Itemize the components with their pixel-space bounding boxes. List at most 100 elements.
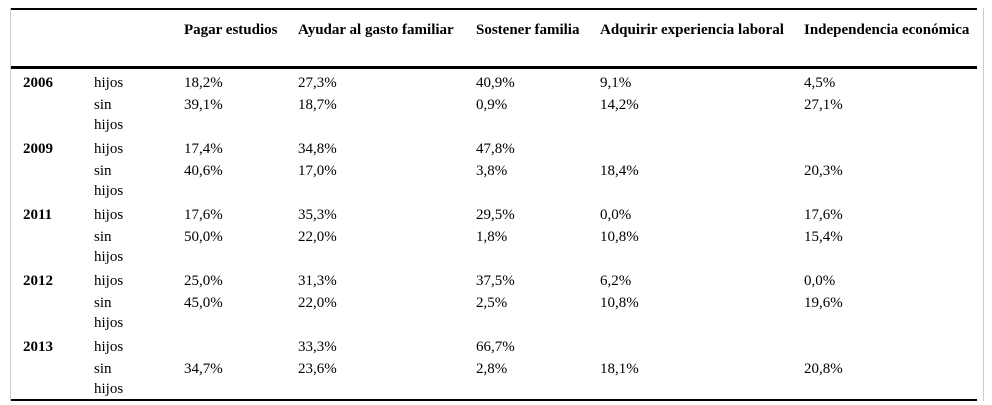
value-cell: 3,8% (476, 163, 508, 179)
value-cell: 0,0% (804, 273, 836, 289)
value-cell: 17,4% (184, 141, 223, 157)
value-cell: 40,9% (476, 75, 515, 91)
value-cell: 37,5% (476, 273, 515, 289)
row-label: sin hijos (94, 229, 124, 265)
table-row-2006-sin-hijos: sin hijos 39,1% 18,7% 0,9% 14,2% 27,1% (11, 93, 977, 135)
value-cell: 23,6% (298, 361, 337, 377)
value-cell: 35,3% (298, 207, 337, 223)
table-row-2011-hijos: 2011 hijos 17,6% 35,3% 29,5% 0,0% 17,6% (11, 201, 977, 225)
value-cell: 9,1% (600, 75, 632, 91)
col-header-pagar-estudios: Pagar estudios (184, 22, 278, 38)
value-cell: 31,3% (298, 273, 337, 289)
col-header-group (82, 9, 172, 68)
year-cell: 2009 (23, 141, 53, 157)
year-cell: 2006 (23, 75, 53, 91)
row-label: hijos (94, 141, 124, 157)
value-cell (792, 333, 977, 357)
table-row-2006-hijos: 2006 hijos 18,2% 27,3% 40,9% 9,1% 4,5% (11, 68, 977, 94)
row-label: hijos (94, 75, 124, 91)
row-label: hijos (94, 339, 124, 355)
value-cell: 0,0% (600, 207, 632, 223)
value-cell: 18,1% (600, 361, 639, 377)
value-cell: 17,0% (298, 163, 337, 179)
row-label: hijos (94, 273, 124, 289)
motivations-table: Pagar estudios Ayudar al gasto familiar … (11, 8, 977, 401)
value-cell: 45,0% (184, 295, 223, 311)
table-row-2011-sin-hijos: sin hijos 50,0% 22,0% 1,8% 10,8% 15,4% (11, 225, 977, 267)
year-cell (11, 93, 82, 135)
value-cell: 19,6% (804, 295, 843, 311)
value-cell: 22,0% (298, 229, 337, 245)
table-body: 2006 hijos 18,2% 27,3% 40,9% 9,1% 4,5% s… (11, 68, 977, 401)
row-label-cell: sin hijos (82, 357, 172, 400)
value-cell: 47,8% (476, 141, 515, 157)
value-cell: 14,2% (600, 97, 639, 113)
value-cell: 29,5% (476, 207, 515, 223)
value-cell (172, 333, 286, 357)
value-cell: 33,3% (298, 339, 337, 355)
value-cell: 18,2% (184, 75, 223, 91)
row-label-cell: hijos (82, 201, 172, 225)
year-cell: 2012 (23, 273, 53, 289)
col-header-independencia-economica: Independencia económica (804, 22, 970, 38)
value-cell: 18,4% (600, 163, 639, 179)
value-cell: 40,6% (184, 163, 223, 179)
value-cell: 10,8% (600, 229, 639, 245)
header-row: Pagar estudios Ayudar al gasto familiar … (11, 9, 977, 68)
year-cell (11, 357, 82, 400)
row-label-cell: hijos (82, 333, 172, 357)
year-cell (11, 159, 82, 201)
year-cell (11, 225, 82, 267)
row-label: hijos (94, 207, 124, 223)
value-cell: 20,8% (804, 361, 843, 377)
value-cell: 22,0% (298, 295, 337, 311)
row-label-cell: sin hijos (82, 225, 172, 267)
value-cell: 10,8% (600, 295, 639, 311)
col-header-adquirir-experiencia: Adquirir experiencia laboral (600, 22, 784, 38)
value-cell: 20,3% (804, 163, 843, 179)
value-cell: 0,9% (476, 97, 508, 113)
value-cell (588, 135, 792, 159)
value-cell: 17,6% (184, 207, 223, 223)
value-cell: 6,2% (600, 273, 632, 289)
row-label-cell: hijos (82, 267, 172, 291)
value-cell: 2,5% (476, 295, 508, 311)
value-cell: 17,6% (804, 207, 843, 223)
row-label-cell: sin hijos (82, 93, 172, 135)
row-label-cell: hijos (82, 68, 172, 94)
value-cell: 25,0% (184, 273, 223, 289)
row-label: sin hijos (94, 361, 124, 397)
value-cell: 27,1% (804, 97, 843, 113)
col-header-ayudar-gasto-familiar: Ayudar al gasto familiar (298, 22, 454, 38)
col-header-year (11, 9, 82, 68)
row-label-cell: sin hijos (82, 159, 172, 201)
table-container: Pagar estudios Ayudar al gasto familiar … (10, 8, 984, 401)
table-row-2012-hijos: 2012 hijos 25,0% 31,3% 37,5% 6,2% 0,0% (11, 267, 977, 291)
table-row-2013-hijos: 2013 hijos 33,3% 66,7% (11, 333, 977, 357)
row-label: sin hijos (94, 295, 124, 331)
year-cell (11, 291, 82, 333)
value-cell: 15,4% (804, 229, 843, 245)
table-row-2013-sin-hijos: sin hijos 34,7% 23,6% 2,8% 18,1% 20,8% (11, 357, 977, 400)
table-row-2009-hijos: 2009 hijos 17,4% 34,8% 47,8% (11, 135, 977, 159)
value-cell: 18,7% (298, 97, 337, 113)
value-cell: 66,7% (476, 339, 515, 355)
row-label-cell: sin hijos (82, 291, 172, 333)
value-cell: 4,5% (804, 75, 836, 91)
value-cell: 39,1% (184, 97, 223, 113)
table-header: Pagar estudios Ayudar al gasto familiar … (11, 9, 977, 68)
value-cell (792, 135, 977, 159)
row-label: sin hijos (94, 97, 124, 133)
table-row-2009-sin-hijos: sin hijos 40,6% 17,0% 3,8% 18,4% 20,3% (11, 159, 977, 201)
col-header-sostener-familia: Sostener familia (476, 22, 580, 38)
year-cell: 2011 (23, 207, 53, 223)
value-cell: 27,3% (298, 75, 337, 91)
value-cell: 1,8% (476, 229, 508, 245)
value-cell: 34,7% (184, 361, 223, 377)
year-cell: 2013 (23, 339, 53, 355)
value-cell (588, 333, 792, 357)
row-label: sin hijos (94, 163, 124, 199)
value-cell: 50,0% (184, 229, 223, 245)
value-cell: 34,8% (298, 141, 337, 157)
row-label-cell: hijos (82, 135, 172, 159)
